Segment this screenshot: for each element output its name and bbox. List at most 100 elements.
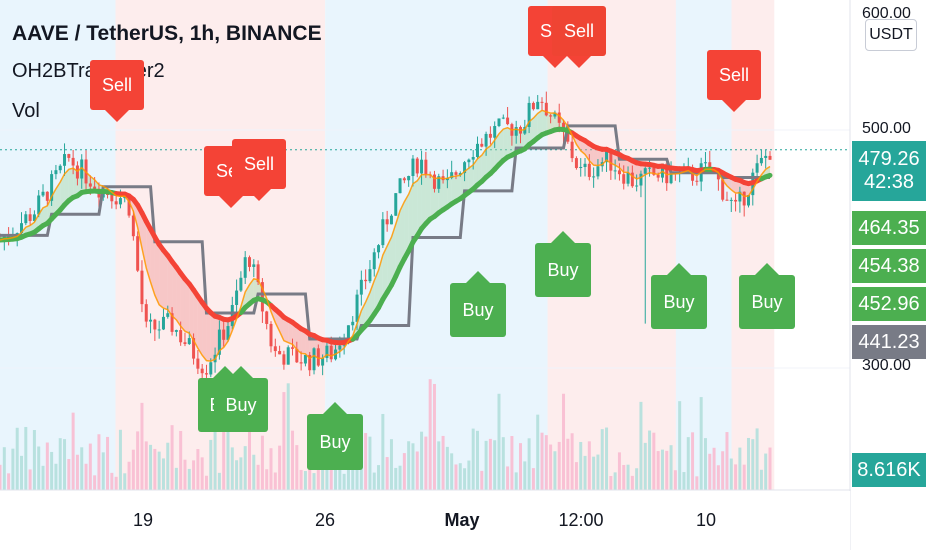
volume-bar xyxy=(179,430,183,490)
indicator-fill xyxy=(189,283,194,341)
candle-body xyxy=(557,112,561,123)
candle-body xyxy=(71,157,75,166)
candle-body xyxy=(28,214,32,221)
candle-body xyxy=(93,186,97,189)
indicator-fill xyxy=(589,143,594,166)
time-axis-label: 26 xyxy=(314,510,336,530)
indicator-fill xyxy=(546,111,551,134)
candle-body xyxy=(398,178,402,194)
indicator-fill xyxy=(494,133,499,170)
indicator-fill xyxy=(447,176,452,207)
candle-body xyxy=(24,214,28,224)
chart-grid xyxy=(0,129,850,369)
indicator-fill xyxy=(382,246,388,300)
volume-bar xyxy=(613,472,617,490)
volume-bar xyxy=(265,469,269,490)
candle-body xyxy=(596,166,600,177)
symbol-title[interactable]: AAVE / TetherUS, 1h, BINANCE xyxy=(12,22,322,45)
indicator-fill xyxy=(550,112,555,132)
volume-bar xyxy=(170,425,174,490)
candle-body xyxy=(118,198,122,205)
candle-body xyxy=(759,157,763,164)
volume-bar xyxy=(682,472,686,490)
volume-bar xyxy=(484,440,488,490)
volume-bar xyxy=(389,439,393,490)
volume-bar xyxy=(50,451,54,490)
volume-bar xyxy=(118,429,122,490)
candle-body xyxy=(484,133,488,147)
candle-body xyxy=(230,304,234,327)
volume-bar xyxy=(695,476,699,490)
candle-body xyxy=(209,362,213,375)
candle-body xyxy=(544,102,548,116)
indicator-fill xyxy=(279,313,284,341)
volume-bar xyxy=(574,462,578,490)
volume-bar xyxy=(544,435,548,490)
candle-body xyxy=(656,174,660,178)
candle-body xyxy=(325,345,329,359)
volume-bar xyxy=(187,468,191,490)
candle-body xyxy=(385,219,389,225)
candle-body xyxy=(226,326,230,340)
candle-body xyxy=(204,373,208,375)
candle-body xyxy=(247,257,251,267)
candle-body xyxy=(346,325,350,339)
indicator-fill xyxy=(283,317,289,343)
indicator-fill xyxy=(404,194,409,259)
candle-body xyxy=(587,163,591,177)
buy-signal-label: Buy xyxy=(651,263,707,329)
volume-bar xyxy=(768,447,772,490)
volume-bar xyxy=(394,467,398,490)
candle-body xyxy=(613,170,617,172)
candle-body xyxy=(493,126,497,138)
indicator-fill xyxy=(172,261,177,320)
volume-bar xyxy=(635,468,639,490)
volume-bar xyxy=(144,441,148,490)
candle-body xyxy=(32,214,36,221)
volume-bar xyxy=(699,397,703,490)
indicator-fill xyxy=(176,267,181,327)
indicator-fill xyxy=(159,244,164,309)
volume-indicator-name[interactable]: Vol xyxy=(12,100,40,122)
candle-body xyxy=(708,162,712,169)
volume-bar xyxy=(643,442,647,490)
trend-background-zones xyxy=(0,0,775,490)
candle-body xyxy=(553,112,557,117)
volume-bar xyxy=(510,436,514,490)
candle-body xyxy=(605,149,609,163)
volume-bar xyxy=(157,451,161,490)
volume-bar xyxy=(385,457,389,490)
volume-bar xyxy=(764,453,768,490)
volume-bar xyxy=(691,432,695,490)
candle-body xyxy=(415,158,419,174)
indicator-fill xyxy=(210,312,216,362)
volume-bar xyxy=(342,473,346,490)
candle-body xyxy=(734,199,738,202)
indicator-fill xyxy=(623,157,629,173)
candle-body xyxy=(192,338,196,359)
volume-bar xyxy=(523,461,527,490)
volume-bar xyxy=(514,472,518,490)
candle-body xyxy=(222,329,226,340)
candle-body xyxy=(377,245,381,253)
indicator-fill xyxy=(520,129,525,151)
volume-bar xyxy=(660,449,664,490)
volume-bar xyxy=(686,437,690,490)
candle-body xyxy=(183,342,187,345)
indicator-fill xyxy=(597,148,603,166)
volume-bar xyxy=(501,437,505,490)
candle-body xyxy=(549,115,553,117)
candle-body xyxy=(497,118,501,127)
volume-bar xyxy=(153,448,157,490)
indicator-fill xyxy=(417,174,422,236)
volume-bar xyxy=(432,383,436,490)
volume-bar xyxy=(475,430,479,490)
currency-button[interactable]: USDT xyxy=(865,19,917,51)
candle-body xyxy=(437,176,441,189)
volume-bar xyxy=(712,447,716,490)
candle-body xyxy=(161,316,165,330)
candle-body xyxy=(338,345,342,350)
volume-bar xyxy=(738,447,742,490)
volume-bar xyxy=(239,457,243,490)
candle-body xyxy=(652,167,656,175)
